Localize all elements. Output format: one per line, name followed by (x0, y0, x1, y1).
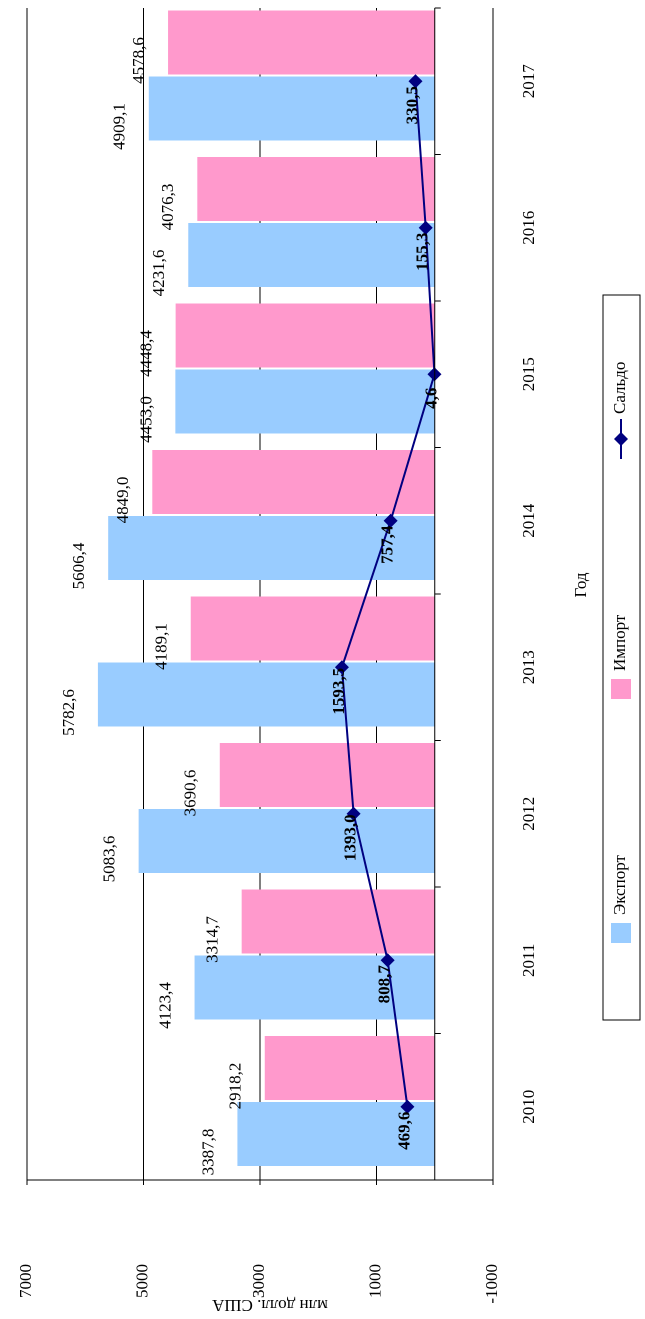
value-label: 2918,2 (226, 1063, 245, 1110)
x-tick-label: 2013 (519, 650, 538, 684)
bar (237, 1102, 435, 1166)
x-tick-label: 2015 (519, 357, 538, 391)
marker (400, 1099, 415, 1114)
legend-swatch (611, 923, 631, 943)
value-label: 4448,4 (137, 330, 156, 377)
x-tick-label: 2016 (519, 211, 538, 245)
x-tick-label: 2011 (519, 944, 538, 977)
y-axis-label: млн долл. США (211, 1296, 327, 1315)
value-label: 330,5 (402, 86, 421, 124)
value-label: 4909,1 (110, 103, 129, 150)
bar (219, 743, 435, 807)
y-tick-label: 1000 (365, 1264, 384, 1298)
legend-label: Сальдо (610, 362, 629, 414)
bar (175, 369, 435, 434)
value-label: 4,6 (421, 388, 440, 409)
value-label: 4578,6 (129, 37, 148, 84)
value-label: 3387,8 (198, 1129, 217, 1176)
bar (197, 157, 435, 221)
value-label: 155,3 (413, 233, 432, 271)
value-label: 1393,0 (341, 814, 360, 861)
bar (138, 809, 435, 873)
y-tick-label: 3000 (249, 1264, 268, 1298)
value-label: 4231,6 (149, 250, 168, 297)
marker (346, 806, 361, 821)
x-axis-label: Год (571, 572, 590, 597)
y-tick-label: 7000 (16, 1264, 35, 1298)
line (340, 81, 436, 1107)
value-label: 4453,0 (136, 396, 155, 443)
marker (418, 220, 433, 235)
value-label: 4849,0 (113, 477, 132, 524)
value-label: 3690,6 (181, 770, 200, 817)
value-label: 4189,1 (152, 623, 171, 670)
value-label: 5083,6 (100, 836, 119, 883)
legend-label: Импорт (610, 614, 629, 671)
value-label: 757,4 (378, 525, 397, 564)
value-label: 1593,5 (329, 668, 348, 715)
x-tick-label: 2012 (519, 797, 538, 831)
bar (175, 303, 435, 368)
value-label: 4076,3 (158, 184, 177, 231)
value-label: 4123,4 (155, 982, 174, 1029)
y-tick-label: 5000 (132, 1264, 151, 1298)
marker (334, 660, 349, 675)
value-label: 808,7 (375, 965, 394, 1004)
bar (108, 516, 435, 580)
bar (188, 223, 435, 287)
bar (194, 955, 435, 1020)
legend-swatch (611, 679, 631, 699)
bar (148, 76, 435, 141)
bar (168, 10, 435, 75)
bar (190, 596, 435, 661)
bar (241, 889, 435, 954)
value-label: 3314,7 (203, 916, 222, 963)
x-tick-label: 2010 (519, 1090, 538, 1124)
y-tick-label: -1000 (482, 1264, 501, 1304)
legend-label: Экспорт (610, 855, 629, 915)
x-tick-label: 2017 (519, 64, 538, 99)
value-label: 5606,4 (69, 542, 88, 589)
marker (383, 513, 398, 528)
bar (264, 1036, 435, 1100)
bar (152, 450, 435, 514)
legend-marker (614, 432, 628, 446)
x-tick-label: 2014 (519, 503, 538, 538)
value-label: 5782,6 (59, 689, 78, 736)
legend (602, 294, 641, 1021)
bar (97, 662, 435, 727)
marker (408, 74, 423, 89)
value-label: 469,6 (394, 1112, 413, 1150)
marker (380, 953, 395, 968)
chart-frame: млн долл. США Год -1000 1000 3000 5000 7000 3… (16, 7, 641, 1315)
